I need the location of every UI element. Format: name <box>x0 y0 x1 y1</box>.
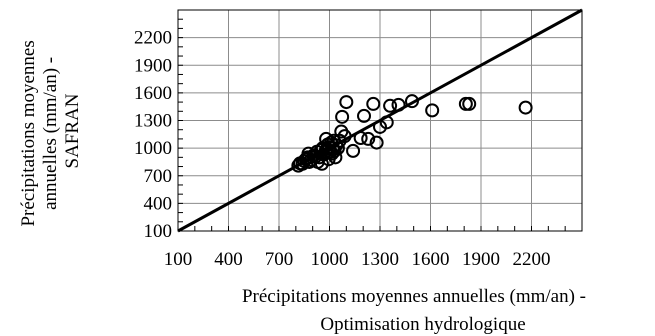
x-tick-label-4: 1300 <box>361 249 399 270</box>
data-point-42 <box>366 96 381 111</box>
y-axis-title: Précipitations moyennes annuelles (mm/an… <box>18 35 83 226</box>
x-axis-title-line-1: Précipitations moyennes annuelles (mm/an… <box>242 286 586 307</box>
x-tick-label-1: 400 <box>214 249 243 270</box>
data-point-43 <box>369 135 384 150</box>
y-axis-title-line-3: SAFRAN <box>62 93 83 168</box>
data-point-37 <box>339 95 354 110</box>
y-tick-label-7: 2200 <box>134 28 172 49</box>
y-tick-label-1: 400 <box>144 193 173 214</box>
data-point-49 <box>425 103 440 118</box>
x-tick-label-0: 100 <box>164 249 193 270</box>
x-tick-label-7: 2200 <box>513 249 551 270</box>
x-tick-label-6: 1900 <box>462 249 500 270</box>
axis-minor-ticks <box>177 9 583 232</box>
y-tick-label-2: 700 <box>144 166 173 187</box>
y-tick-label-3: 1000 <box>134 138 172 159</box>
x-tick-label-3: 1000 <box>311 249 349 270</box>
data-point-40 <box>357 108 372 123</box>
data-point-52 <box>518 100 533 115</box>
y-axis-title-line-1: Précipitations moyennes <box>18 40 39 226</box>
data-points <box>291 94 533 173</box>
y-tick-label-5: 1600 <box>134 83 172 104</box>
y-axis-title-line-2: annuelles (mm/an) - <box>40 57 61 210</box>
y-tick-label-4: 1300 <box>134 111 172 132</box>
data-point-35 <box>335 109 350 124</box>
x-axis-tick-labels: 100 400 700 1000 1300 1600 1900 2200 <box>164 249 551 270</box>
data-point-46 <box>383 98 398 113</box>
x-axis-title-line-2: Optimisation hydrologique <box>320 314 525 335</box>
plot-area-frame <box>177 9 583 232</box>
y-axis-tick-labels: 100 400 700 1000 1300 1600 1900 2200 <box>134 28 172 242</box>
data-point-51 <box>462 96 477 111</box>
y-tick-label-6: 1900 <box>134 55 172 76</box>
x-tick-label-2: 700 <box>265 249 294 270</box>
x-tick-label-5: 1600 <box>412 249 450 270</box>
data-point-41 <box>361 131 376 146</box>
y-tick-label-0: 100 <box>144 221 173 242</box>
one-to-one-line <box>177 8 583 233</box>
data-point-38 <box>346 143 361 158</box>
